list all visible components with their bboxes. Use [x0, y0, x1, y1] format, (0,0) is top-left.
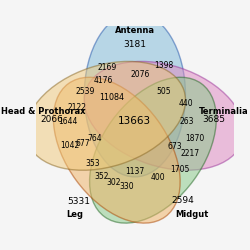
Text: 673: 673 [168, 142, 182, 151]
Text: 13663: 13663 [118, 116, 152, 126]
Text: 2066: 2066 [40, 115, 64, 124]
Text: 2122: 2122 [68, 102, 86, 112]
Text: 352: 352 [95, 172, 110, 181]
Ellipse shape [84, 62, 244, 170]
Text: 302: 302 [106, 178, 121, 187]
Text: 764: 764 [88, 134, 102, 143]
Ellipse shape [90, 77, 216, 223]
Text: 1137: 1137 [125, 167, 144, 176]
Text: Midgut: Midgut [176, 210, 209, 219]
Text: 2217: 2217 [180, 149, 200, 158]
Text: 2539: 2539 [75, 87, 94, 96]
Text: 440: 440 [179, 98, 193, 108]
Text: 677: 677 [76, 139, 90, 148]
Text: 11084: 11084 [100, 93, 124, 102]
Text: 4176: 4176 [94, 76, 113, 85]
Text: Head & Prothorax: Head & Prothorax [1, 107, 86, 116]
Text: 1870: 1870 [185, 134, 204, 143]
Text: Leg: Leg [66, 210, 83, 219]
Text: 3181: 3181 [123, 40, 146, 48]
Text: 1398: 1398 [154, 61, 174, 70]
Text: 1705: 1705 [170, 165, 190, 174]
Text: Antenna: Antenna [115, 26, 155, 35]
Text: 2594: 2594 [171, 196, 194, 205]
Text: 1644: 1644 [58, 117, 78, 126]
Text: 505: 505 [156, 87, 171, 96]
Text: 2076: 2076 [130, 70, 150, 79]
Text: 1042: 1042 [60, 141, 80, 150]
Ellipse shape [54, 77, 180, 223]
Text: 2169: 2169 [98, 63, 117, 72]
Ellipse shape [84, 12, 186, 177]
Text: 263: 263 [180, 117, 194, 126]
Text: 5331: 5331 [67, 196, 90, 205]
Text: 3685: 3685 [203, 115, 226, 124]
Text: 353: 353 [86, 159, 100, 168]
Text: 400: 400 [151, 173, 166, 182]
Text: Terminalia: Terminalia [199, 107, 249, 116]
Text: 330: 330 [119, 182, 134, 190]
Ellipse shape [26, 62, 186, 170]
